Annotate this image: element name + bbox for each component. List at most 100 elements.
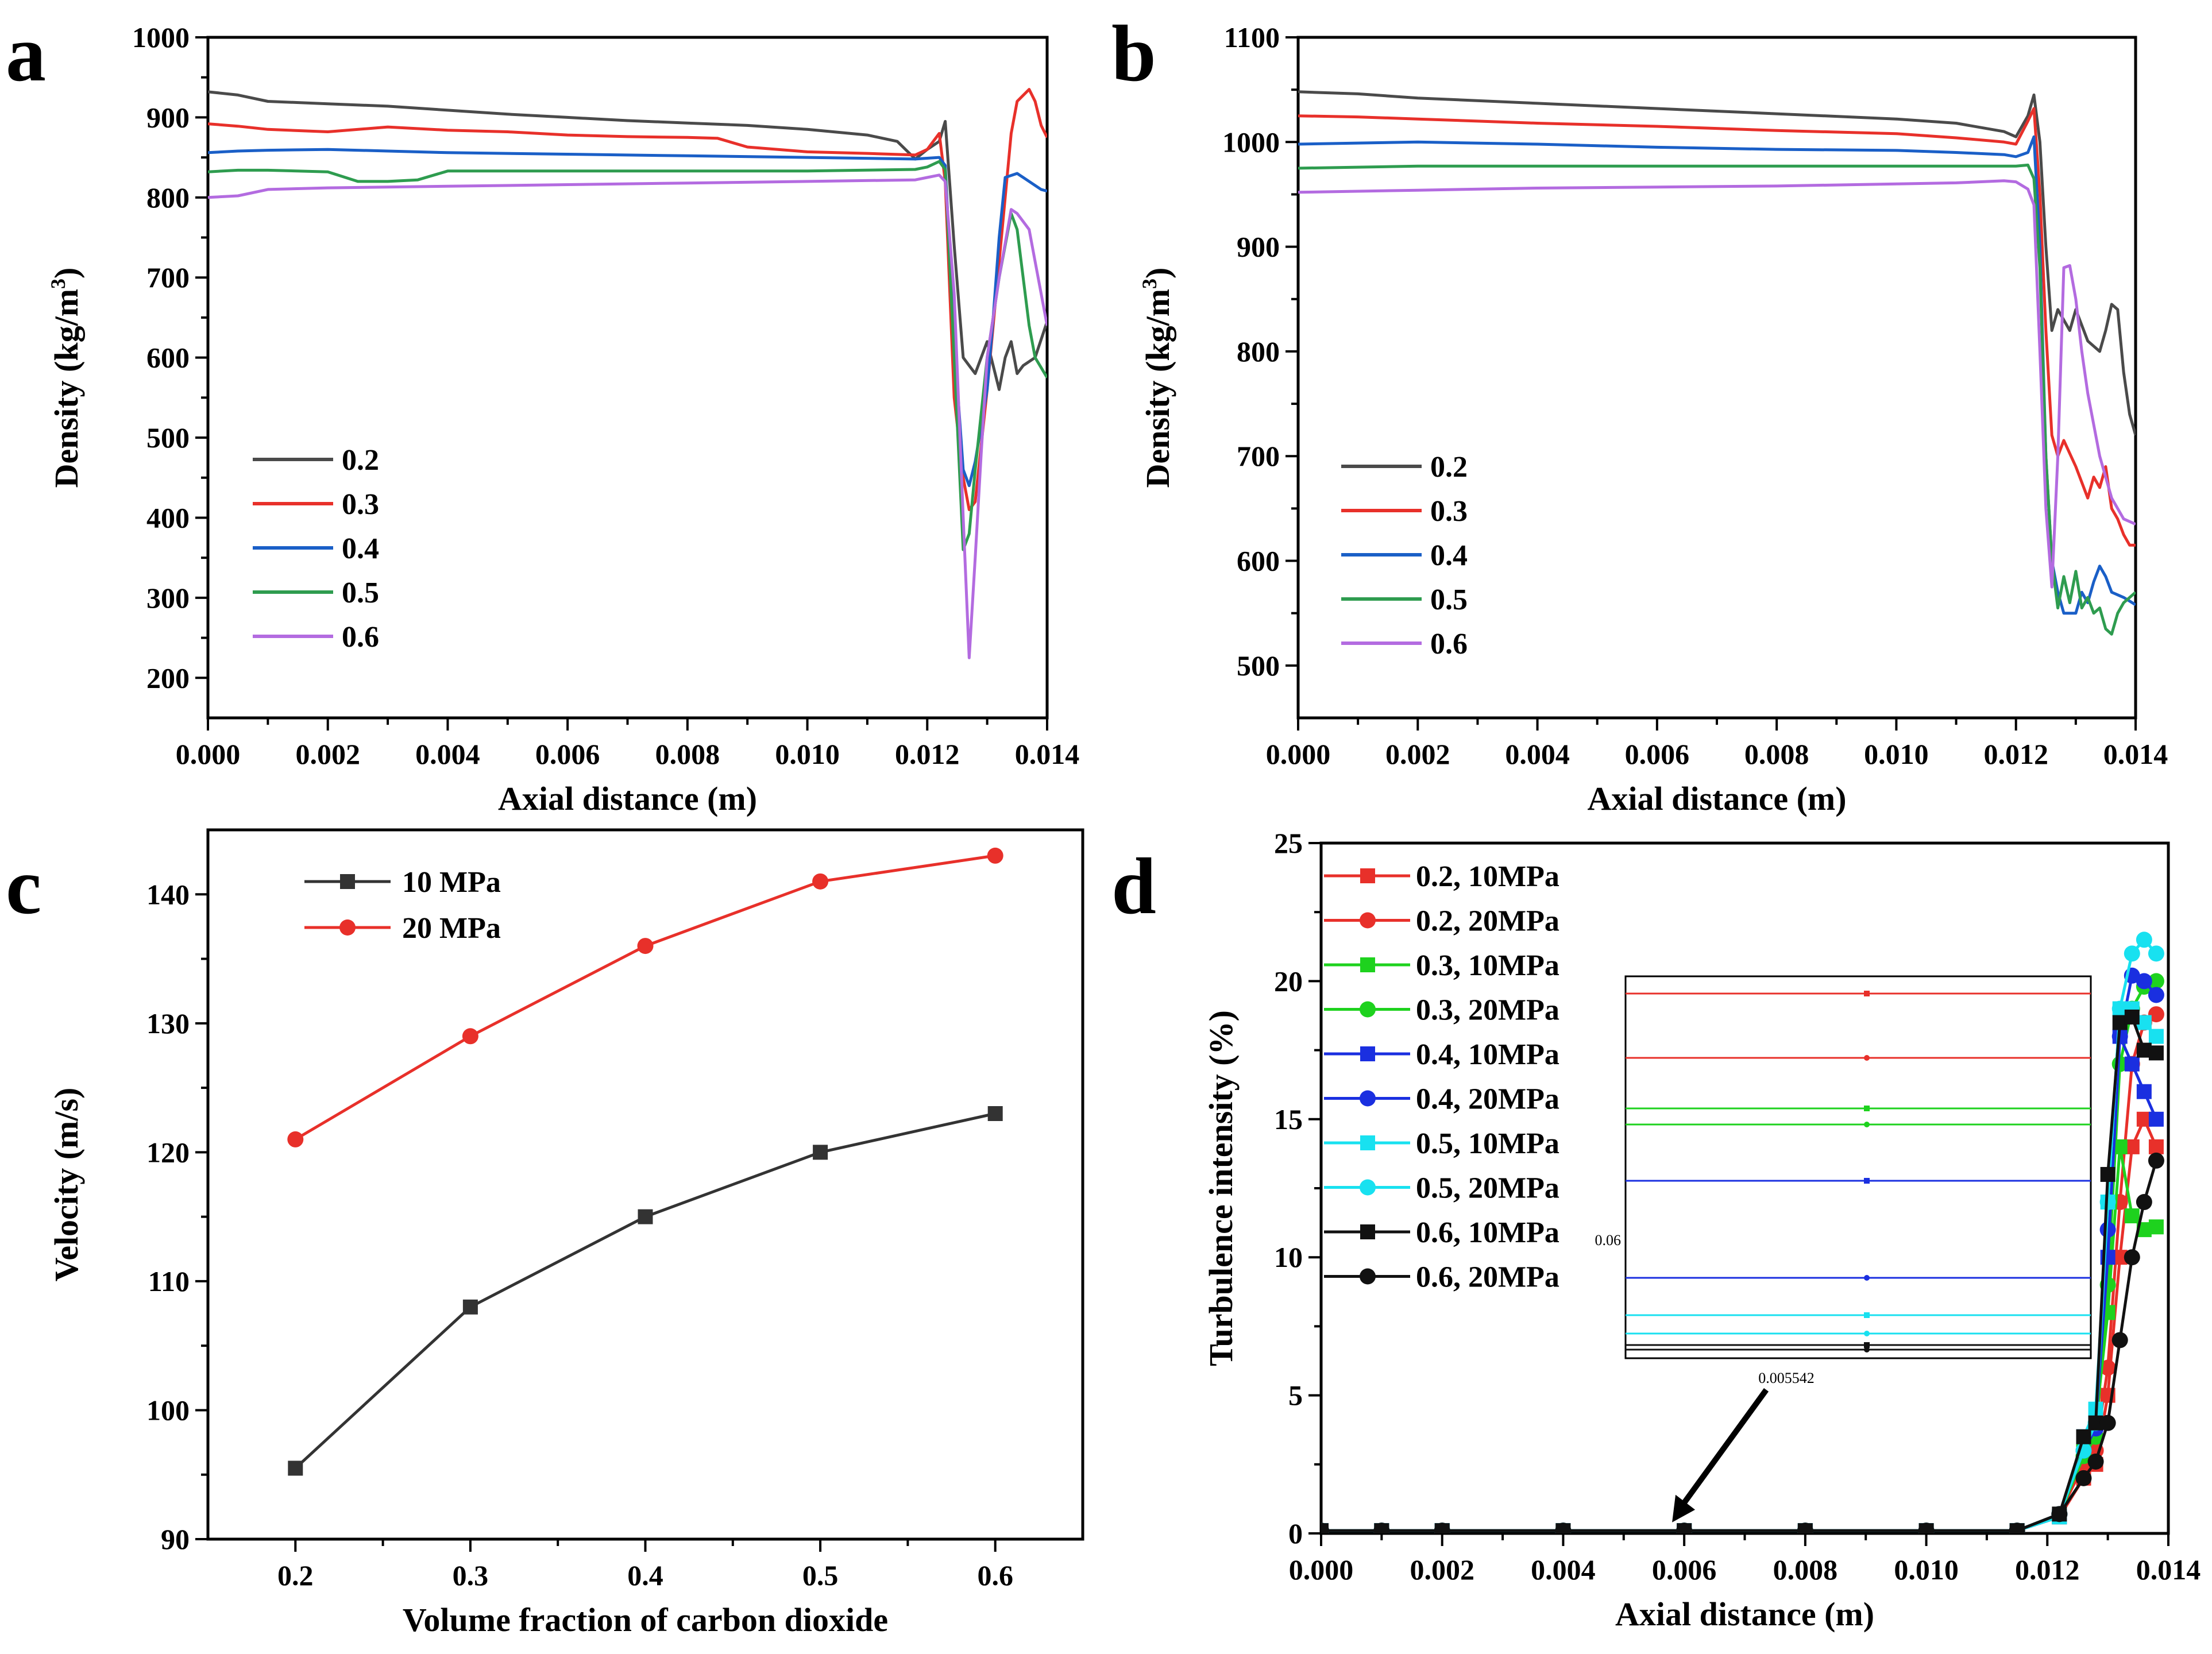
legend-marker: [1360, 957, 1375, 972]
panel-letter-d: d: [1111, 842, 1156, 931]
y-tick-label-d: 25: [1274, 827, 1303, 859]
data-point: [2051, 1506, 2068, 1522]
series-line-a-3: [208, 160, 1047, 551]
y-tick-label-b: 1000: [1222, 126, 1280, 158]
series-line-b-3: [1298, 163, 2136, 636]
legend-label-d: 0.5, 20MPa: [1416, 1172, 1559, 1205]
y-tick-label-a: 200: [146, 662, 190, 694]
data-point: [812, 873, 829, 890]
legend-label-a: 0.6: [342, 621, 379, 654]
y-tick-label-c: 110: [148, 1265, 190, 1297]
x-tick-label-a: 0.006: [535, 738, 600, 770]
x-tick-label-b: 0.012: [1983, 738, 2048, 770]
plot-frame-c: [206, 828, 1084, 1541]
y-axis-title-c: Velocity (m/s): [48, 1088, 85, 1282]
panel-d: d 0.000 0.002 0.004 0.006 0.008 0.010 0.012 0.01…: [1111, 827, 2201, 1633]
x-tick-label-b: 0.014: [2103, 738, 2168, 770]
legend-marker: [340, 874, 355, 889]
inset-frame: [1624, 975, 2092, 1359]
y-axis-title-a: Density (kg/m3): [47, 268, 85, 488]
y-tick-label-c: 130: [146, 1007, 190, 1039]
series-line-a-4: [208, 173, 1047, 659]
data-point: [2148, 945, 2164, 962]
series-group-c: [287, 847, 1003, 1476]
series-line-a-2: [208, 148, 1047, 488]
x-tick-label-b: 0.000: [1266, 738, 1331, 770]
y-tick-label-a: 700: [146, 261, 190, 293]
legend-label-a: 0.3: [342, 488, 379, 521]
data-point: [638, 1209, 653, 1224]
legend-marker: [1360, 912, 1376, 929]
data-point: [2099, 1415, 2116, 1431]
legend-marker: [339, 919, 356, 936]
legend-marker: [1360, 1001, 1376, 1018]
legend-label-d: 0.3, 20MPa: [1416, 994, 1559, 1027]
data-point: [2148, 1111, 2164, 1127]
legend-label-d: 0.6, 10MPa: [1416, 1216, 1559, 1249]
legend-label-d: 0.3, 10MPa: [1416, 949, 1559, 982]
y-axis-title-b: Density (kg/m3): [1138, 268, 1176, 488]
data-point: [2136, 1194, 2152, 1211]
panel-b: b 0.000 0.002 0.004 0.006 0.008 0.010 0.012 0.01…: [1111, 9, 2168, 817]
data-point: [2075, 1470, 2092, 1486]
x-tick-label-d: 0.004: [1531, 1553, 1596, 1586]
y-tick-label-a: 400: [146, 501, 190, 534]
inset-marker: [1864, 1331, 1870, 1336]
data-point: [813, 1145, 828, 1160]
series-line-d-9: [1321, 1160, 2158, 1532]
x-axis-title-d: Axial distance (m): [1615, 1595, 1874, 1633]
data-point: [1321, 1522, 1329, 1533]
inset-marker: [1864, 1122, 1870, 1127]
data-point: [1918, 1522, 1935, 1533]
legend-label-b: 0.3: [1430, 495, 1468, 528]
panel-a: a 0.000 0.002 0.004 0.006 0.008 0.010 0.012 0.01…: [6, 9, 1079, 817]
inset-marker: [1864, 1055, 1870, 1061]
series-line-c-0: [294, 1112, 996, 1470]
inset-marker: [1864, 1312, 1870, 1318]
data-point: [1373, 1522, 1390, 1533]
x-tick-label-c: 0.2: [277, 1559, 314, 1591]
legend-label-d: 0.4, 20MPa: [1416, 1083, 1559, 1116]
legend-label-c: 10 MPa: [402, 866, 501, 899]
y-tick-label-c: 140: [146, 878, 190, 910]
inset-marker: [1864, 1347, 1870, 1352]
legend-label-d: 0.2, 10MPa: [1416, 860, 1559, 893]
legend-marker: [1360, 1179, 1376, 1196]
panel-letter-a: a: [6, 9, 46, 98]
y-tick-label-c: 90: [161, 1523, 190, 1555]
data-point: [2076, 1429, 2091, 1444]
series-group-a: [208, 88, 1047, 659]
data-point: [2148, 987, 2164, 1003]
data-point: [2148, 1152, 2164, 1169]
x-tick-label-c: 0.5: [802, 1559, 839, 1591]
x-tick-label-d: 0.002: [1410, 1553, 1474, 1586]
x-tick-label-d: 0.012: [2015, 1553, 2080, 1586]
legend-label-b: 0.5: [1430, 583, 1468, 616]
panel-c: c 0.2 0.3 0.4 0.5 0.6 90 100 110 120 130 140 Volume …: [6, 828, 1084, 1638]
data-point: [288, 1460, 303, 1476]
data-point: [637, 938, 654, 954]
x-tick-label-b: 0.006: [1625, 738, 1690, 770]
x-tick-label-a: 0.002: [295, 738, 360, 770]
y-tick-label-c: 100: [146, 1394, 190, 1426]
x-axis-title-b: Axial distance (m): [1587, 780, 1846, 817]
data-point: [2124, 1009, 2140, 1025]
inset-marker: [1864, 1106, 1870, 1111]
data-point: [2148, 1219, 2164, 1235]
data-point: [987, 1106, 1003, 1121]
panel-letter-b: b: [1111, 9, 1156, 98]
x-tick-label-a: 0.012: [895, 738, 960, 770]
y-tick-label-d: 0: [1288, 1517, 1303, 1549]
y-tick-label-d: 15: [1274, 1103, 1303, 1135]
x-tick-label-d: 0.008: [1773, 1553, 1838, 1586]
data-point: [2124, 1208, 2140, 1224]
data-point: [462, 1299, 478, 1315]
y-tick-label-b: 1100: [1224, 21, 1280, 53]
data-point: [1797, 1522, 1813, 1533]
legend-label-b: 0.4: [1430, 539, 1468, 572]
data-point: [987, 847, 1003, 864]
x-tick-label-d: 0.000: [1289, 1553, 1354, 1586]
inset-side-label: 0.06: [1595, 1232, 1622, 1249]
x-tick-label-c: 0.3: [453, 1559, 489, 1591]
series-line-b-0: [1298, 90, 2136, 436]
